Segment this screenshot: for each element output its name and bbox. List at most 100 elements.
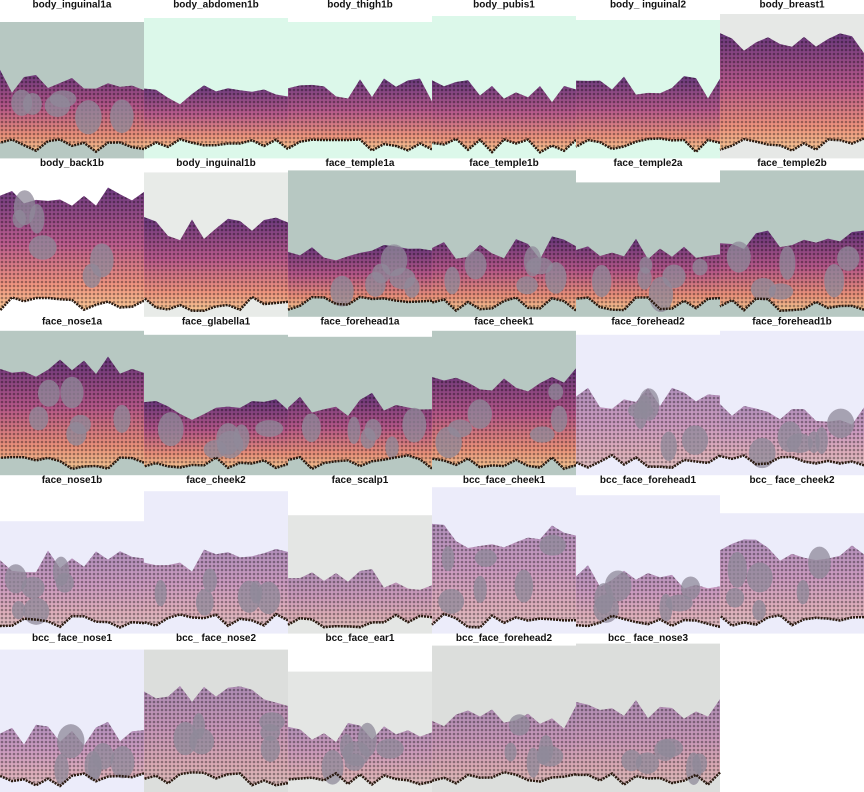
panel-title: body_abdomen1b [173, 0, 259, 11]
tissue-structure [301, 413, 321, 443]
panel: body_ inguinal2 [575, 0, 721, 159]
tissue-edge [143, 612, 289, 628]
tissue-structure [4, 564, 27, 594]
tissue-structure [113, 404, 131, 433]
tissue-structure [748, 437, 776, 469]
tissue-structure [82, 263, 101, 288]
tissue-structure [727, 551, 748, 588]
tissue-structure [69, 414, 91, 435]
tissue-structure [473, 575, 487, 603]
tissue-structure [195, 588, 214, 616]
spot-grid [144, 399, 288, 468]
tissue-structure [60, 376, 84, 409]
panel-title: body_back1b [40, 158, 104, 169]
tissue-structure [110, 745, 135, 779]
tissue-edge [0, 455, 145, 471]
panel: face_forehead1b [719, 316, 864, 476]
tissue-edge [143, 295, 289, 312]
panel-title: face_temple1a [326, 158, 395, 169]
tissue-structure [88, 753, 102, 781]
panel-title: face_glabella1 [182, 316, 251, 327]
tissue-structure [681, 576, 701, 600]
panel-title: body_inguinal1a [33, 0, 112, 11]
tissue-edge [0, 772, 145, 788]
tissue-structure [110, 99, 134, 134]
tissue-structure [526, 747, 540, 778]
spot-grid [432, 368, 576, 469]
spot-grid [432, 236, 576, 311]
tissue-structure [665, 594, 693, 612]
tissue-edge [431, 296, 577, 313]
tissue-edge [431, 455, 577, 471]
tissue-structure [635, 752, 660, 774]
spot-grid [144, 686, 288, 786]
tissue-edge [143, 771, 289, 787]
tissue-edge [719, 454, 864, 467]
tissue-structure [621, 749, 642, 772]
panel-title: bcc_face_cheek1 [463, 475, 546, 486]
tissue-edge [431, 612, 577, 629]
tissue-edge [719, 613, 864, 628]
panel-title: face_forehead1a [321, 316, 400, 327]
spot-grid [0, 356, 144, 469]
tissue-structure [648, 276, 674, 313]
tissue-structure [21, 576, 45, 599]
tissue-edge [431, 770, 577, 785]
tissue-structure [376, 738, 404, 759]
panel-title: body_inguinal1b [176, 158, 255, 169]
tissue-edge [431, 137, 577, 154]
tissue-structure [255, 420, 284, 437]
tissue-structure [389, 267, 416, 290]
tissue-structure [508, 714, 530, 736]
tissue-structure [54, 753, 69, 785]
tissue-structure [824, 264, 845, 298]
tissue-structure [808, 546, 831, 579]
panel: body_breast1 [719, 0, 864, 159]
tissue-structure [538, 735, 554, 763]
panel: bcc_face_ear1 [287, 633, 433, 792]
tissue-structure [75, 100, 102, 135]
tissue-structure [339, 734, 354, 759]
tissue-structure [474, 549, 497, 567]
panel-title: face_forehead2 [611, 316, 685, 327]
tissue-edge [719, 137, 864, 152]
tissue-structure [57, 724, 85, 759]
tissue-structure [654, 739, 676, 762]
tissue-edge [575, 614, 721, 629]
tissue-structure [372, 263, 391, 284]
tissue-structure [746, 562, 773, 593]
tissue-structure [347, 416, 361, 445]
panel-title: bcc_ face_nose1 [32, 633, 112, 644]
tissue-structure [692, 753, 708, 774]
tissue-structure [444, 266, 460, 295]
tissue-edge [0, 138, 145, 154]
panel: body_abdomen1b [143, 0, 289, 159]
tissue-structure [28, 235, 57, 260]
tissue-structure [637, 395, 652, 413]
panel: bcc_face_cheek1 [431, 475, 577, 634]
spot-grid [288, 569, 432, 628]
panel-title: face_cheek2 [186, 475, 246, 486]
panel: body_pubis1 [431, 0, 577, 159]
tissue-structure [49, 90, 77, 108]
panel-title: bcc_ face_nose2 [176, 633, 256, 644]
panel: face_nose1b [0, 475, 145, 634]
spot-grid [576, 76, 720, 152]
tissue-structure [23, 597, 50, 625]
tissue-structure [55, 572, 74, 593]
spot-grid [720, 33, 864, 151]
tissue-edge [143, 137, 289, 151]
tissue-structure [154, 579, 167, 607]
tissue-structure [504, 742, 517, 762]
tissue-structure [692, 258, 708, 276]
panel-title: face_nose1b [42, 475, 103, 486]
tissue-structure [192, 713, 205, 739]
panel-title: bcc_face_ear1 [326, 633, 395, 644]
panel: bcc_ face_nose3 [575, 633, 721, 792]
tissue-structure [37, 379, 60, 407]
panel: face_cheek1 [431, 316, 577, 476]
panel: bcc_face_forehead1 [575, 475, 721, 634]
spot-grid [432, 80, 576, 153]
tissue-structure [29, 203, 45, 234]
